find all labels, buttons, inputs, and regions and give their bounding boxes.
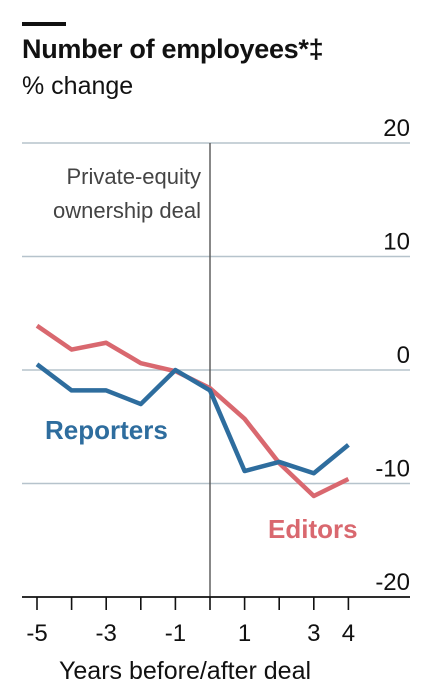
deal-annotation-line2: ownership deal [53, 198, 201, 223]
x-tick-label: -5 [26, 620, 47, 647]
y-tick-label: 10 [383, 229, 410, 256]
series-label-reporters: Reporters [45, 415, 168, 445]
title-rule [22, 22, 66, 26]
x-tick-label: 3 [307, 620, 320, 647]
x-tick-label: -1 [165, 620, 186, 647]
deal-annotation-line1: Private-equity [66, 164, 201, 189]
x-axis-label: Years before/after deal [59, 657, 311, 685]
x-axis-ticks: -5 -3 -1 1 3 4 [26, 597, 355, 647]
y-tick-label: 20 [383, 115, 410, 142]
x-tick-label: 4 [342, 620, 355, 647]
y-tick-label: -10 [375, 456, 410, 483]
x-tick-label: -3 [96, 620, 117, 647]
gridlines [22, 142, 410, 485]
y-tick-label: -20 [375, 569, 410, 596]
y-tick-label: 0 [397, 342, 410, 369]
series-label-editors: Editors [268, 514, 358, 544]
x-tick-label: 1 [238, 620, 251, 647]
y-axis-ticks: 20 10 0 -10 -20 [375, 115, 410, 596]
chart-title: Number of employees*‡ [22, 34, 324, 64]
series-lines [35, 323, 350, 499]
chart-subtitle: % change [22, 72, 134, 100]
series-line-reporters [35, 362, 350, 476]
